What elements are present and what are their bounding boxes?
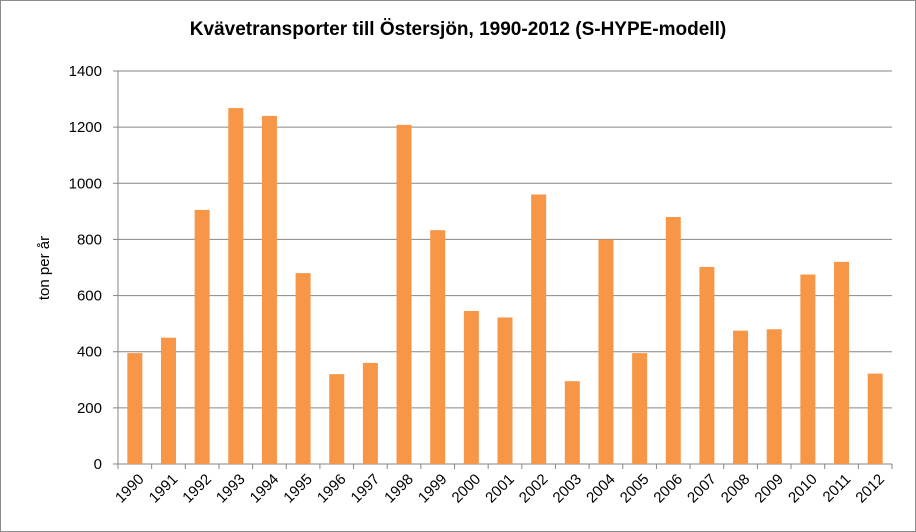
x-tick-label: 2002 (516, 471, 552, 507)
bar-1991 (160, 337, 176, 464)
x-tick-label: 1991 (146, 471, 182, 507)
x-tick-label: 2008 (718, 471, 754, 507)
y-tick-label: 1000 (69, 175, 102, 192)
x-tick-label: 2005 (617, 471, 653, 507)
x-tick-label: 1998 (381, 471, 417, 507)
bar-2011 (834, 261, 850, 464)
bar-1992 (194, 209, 210, 464)
bar-1995 (295, 273, 311, 464)
bar-1999 (430, 230, 446, 464)
bars (127, 108, 883, 465)
bar-1990 (127, 353, 143, 464)
bar-1994 (261, 115, 277, 465)
y-tick-label: 1200 (69, 119, 102, 136)
bar-2002 (531, 194, 547, 464)
x-tick-label: 1997 (348, 471, 384, 507)
bar-1997 (362, 362, 378, 464)
bar-2010 (800, 274, 816, 464)
x-tick-label: 1993 (213, 471, 249, 507)
bar-2004 (598, 239, 614, 464)
x-tick-label: 2001 (482, 471, 518, 507)
x-tick-label: 2004 (583, 471, 619, 507)
y-tick-labels: 0 200 400 600 800 1000 1200 1400 (69, 63, 102, 473)
x-tick-label: 1992 (179, 471, 215, 507)
x-tick-label: 2000 (449, 471, 485, 507)
x-tick-label: 2003 (550, 471, 586, 507)
bar-1996 (329, 374, 345, 464)
bar-1993 (228, 108, 244, 464)
y-tick-label: 400 (77, 344, 102, 361)
bar-2009 (766, 329, 782, 464)
bar-2005 (632, 353, 648, 464)
y-tick-label: 0 (94, 456, 102, 473)
x-tick-label: 2007 (684, 471, 720, 507)
bar-1998 (396, 124, 412, 464)
y-tick-label: 600 (77, 288, 102, 305)
x-tick-label: 2009 (751, 471, 787, 507)
y-tick-label: 200 (77, 400, 102, 417)
bar-2008 (733, 330, 749, 464)
x-tick-labels: 1990199119921993199419951996199719981999… (112, 471, 888, 507)
bar-2007 (699, 266, 715, 464)
x-tick-label: 1995 (280, 471, 316, 507)
x-tick-label: 2011 (820, 471, 855, 506)
x-tick-label: 2010 (785, 471, 821, 507)
x-tick-label: 1996 (314, 471, 350, 507)
x-tick-label: 2012 (852, 471, 888, 507)
y-axis-title: ton per år (36, 236, 53, 300)
y-tick-label: 800 (77, 231, 102, 248)
bar-2006 (665, 216, 681, 464)
bar-2000 (463, 311, 479, 464)
bar-2001 (497, 317, 513, 464)
x-tick-label: 1994 (247, 471, 283, 507)
bar-2012 (867, 373, 883, 464)
y-tick-label: 1400 (69, 63, 102, 80)
x-tick-label: 1999 (415, 471, 451, 507)
x-tick-label: 2006 (650, 471, 686, 507)
bar-2003 (564, 381, 580, 464)
chart-title: Kvävetransporter till Östersjön, 1990-20… (189, 19, 727, 40)
x-tick-label: 1990 (112, 471, 148, 507)
